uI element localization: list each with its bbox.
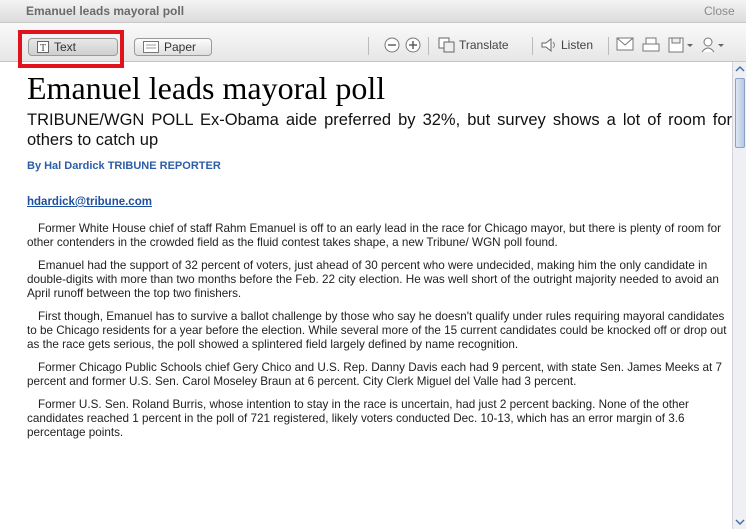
translate-button[interactable]: Translate: [438, 37, 509, 53]
scroll-thumb[interactable]: [735, 78, 745, 148]
translate-label: Translate: [459, 38, 509, 52]
paragraph: Emanuel had the support of 32 percent of…: [27, 259, 719, 300]
scrollbar[interactable]: [732, 62, 746, 529]
scroll-down[interactable]: [733, 515, 746, 529]
text-icon: T: [37, 41, 49, 53]
text-view-button[interactable]: T Text: [28, 38, 118, 56]
paper-view-button[interactable]: Paper: [134, 38, 212, 56]
close-button[interactable]: Close: [704, 4, 735, 18]
article-body: Former White House chief of staff Rahm E…: [27, 222, 727, 449]
paragraph: First though, Emanuel has to survive a b…: [27, 310, 727, 351]
separator: [368, 37, 369, 55]
paragraph: Former White House chief of staff Rahm E…: [27, 222, 721, 249]
email-button[interactable]: [616, 37, 634, 51]
byline: By Hal Dardick TRIBUNE REPORTER: [27, 160, 221, 172]
headline: Emanuel leads mayoral poll: [27, 70, 386, 106]
window-title: Emanuel leads mayoral poll: [26, 4, 185, 18]
subheadline: TRIBUNE/WGN POLL Ex-Obama aide preferred…: [27, 111, 732, 149]
separator: [428, 37, 429, 55]
paper-label: Paper: [164, 40, 197, 54]
highlight-box: [18, 30, 124, 68]
share-button[interactable]: [700, 37, 746, 53]
listen-label: Listen: [561, 38, 594, 52]
article: Emanuel leads mayoral poll TRIBUNE/WGN P…: [0, 62, 732, 529]
separator: [532, 37, 533, 55]
zoom-in-button[interactable]: [405, 37, 421, 53]
zoom-out-button[interactable]: [384, 37, 400, 53]
text-label: Text: [54, 40, 77, 54]
print-button[interactable]: [642, 37, 660, 53]
paragraph: Former U.S. Sen. Roland Burris, whose in…: [27, 398, 689, 439]
save-button[interactable]: [668, 37, 694, 53]
svg-text:T: T: [40, 43, 46, 53]
title-bar: Emanuel leads mayoral poll Close: [0, 0, 746, 23]
paper-icon: [143, 41, 159, 53]
paragraph: Former Chicago Public Schools chief Gery…: [27, 361, 723, 388]
listen-button[interactable]: Listen: [540, 37, 593, 53]
scroll-up[interactable]: [733, 62, 746, 76]
email-link[interactable]: hdardick@tribune.com: [27, 196, 152, 208]
separator: [608, 37, 609, 55]
